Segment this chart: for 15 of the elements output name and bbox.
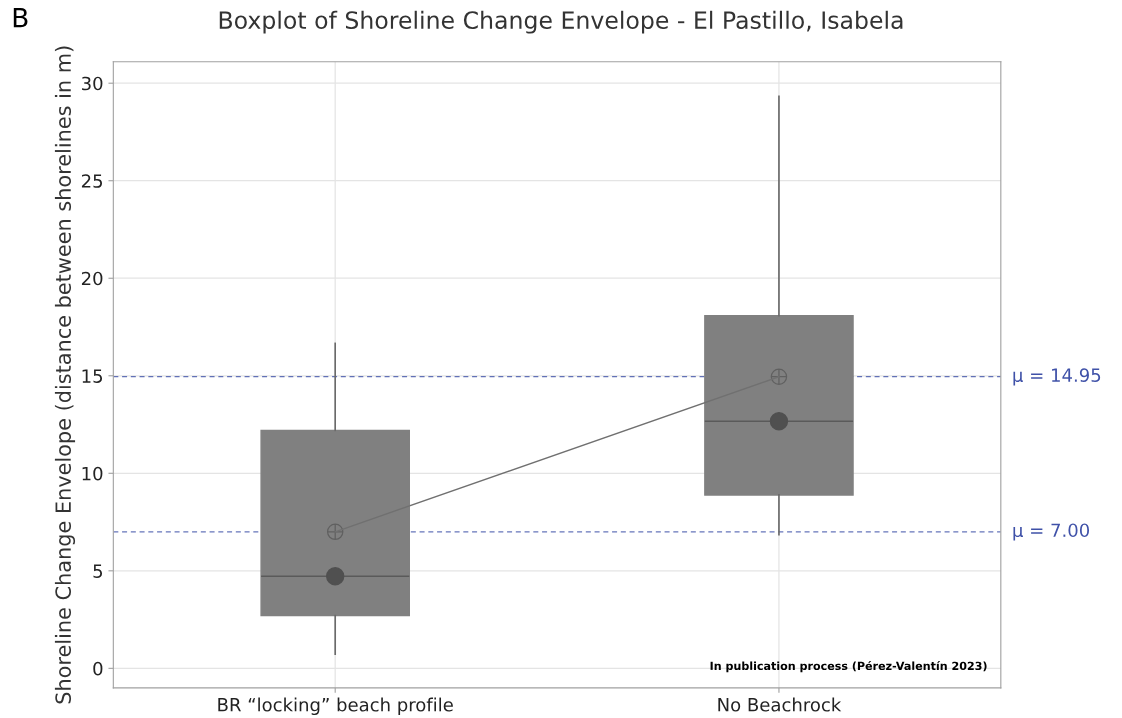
y-tick-label: 15: [82, 369, 103, 383]
y-axis-title: Shoreline Change Envelope (distance between shorelines in m): [54, 46, 76, 704]
x-tick-label: No Beachrock: [718, 697, 842, 712]
annotation: In publication process (Pérez-Valentín 2023): [710, 660, 987, 673]
y-tick-label: 30: [82, 76, 103, 91]
y-tick-label: 20: [81, 271, 103, 286]
chart-title: Boxplot of Shoreline Change Envelope - El Pastillo, Isabela: [219, 10, 903, 34]
ref-line-label: μ = 7.00: [1013, 523, 1090, 541]
ref-line-label: μ = 14.95: [1013, 368, 1101, 386]
y-tick-label: 25: [81, 174, 103, 188]
y-tick-label: 0: [93, 661, 103, 676]
y-tick-label: 10: [82, 466, 103, 481]
text: B: [13, 7, 28, 28]
y-tick-label: 5: [93, 564, 103, 578]
x-tick-label: BR “locking” beach profile: [218, 697, 453, 716]
